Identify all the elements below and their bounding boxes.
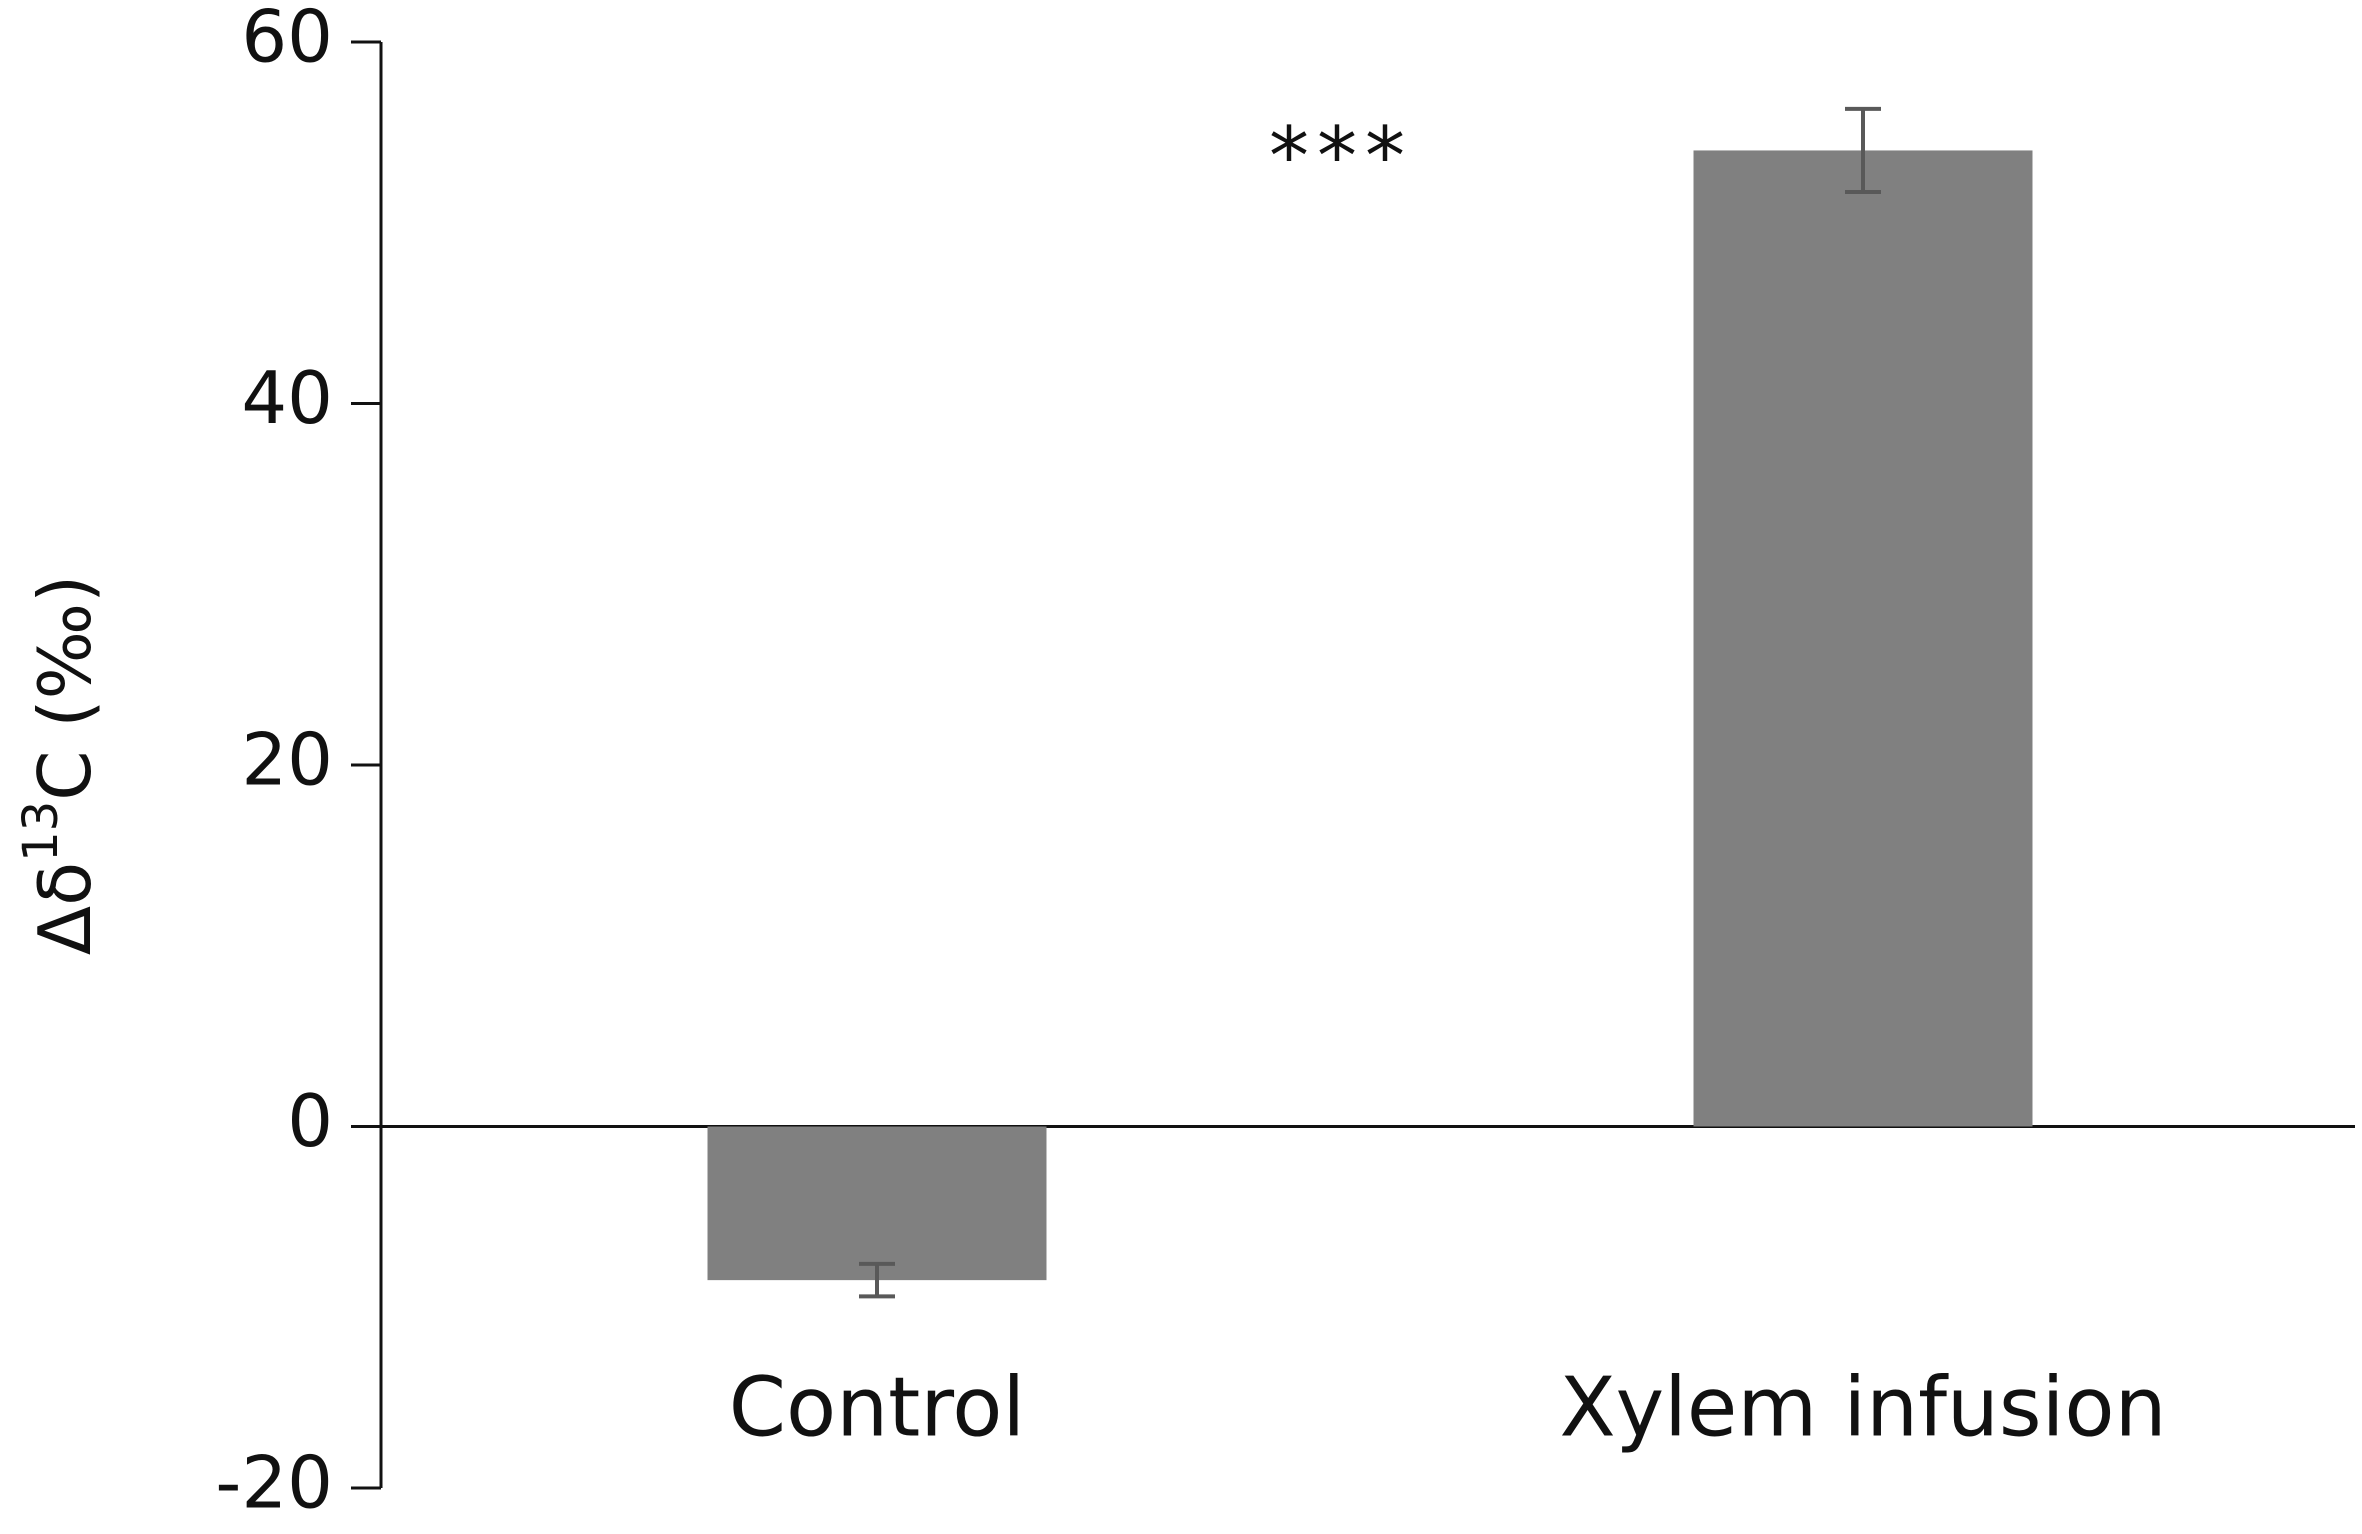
y-label-superscript: 13 xyxy=(13,801,69,862)
y-tick-label: 0 xyxy=(287,1079,333,1163)
y-tick-label: 20 xyxy=(241,718,333,802)
x-tick-label: Xylem infusion xyxy=(1559,1360,2166,1455)
y-tick-label: -20 xyxy=(215,1441,333,1525)
significance-annotation: *** xyxy=(1269,110,1413,203)
y-label-part: C (‰) xyxy=(23,575,107,801)
x-tick-label: Control xyxy=(729,1360,1025,1455)
bar xyxy=(707,1126,1047,1281)
y-tick-label: 60 xyxy=(241,0,333,79)
error-bar xyxy=(1845,106,1881,195)
y-tick-label: 40 xyxy=(241,356,333,440)
error-bar xyxy=(859,1261,895,1299)
bar xyxy=(1693,150,2033,1127)
y-label-part: Δδ xyxy=(23,862,107,955)
y-axis-label: Δδ13C (‰) xyxy=(13,575,107,955)
